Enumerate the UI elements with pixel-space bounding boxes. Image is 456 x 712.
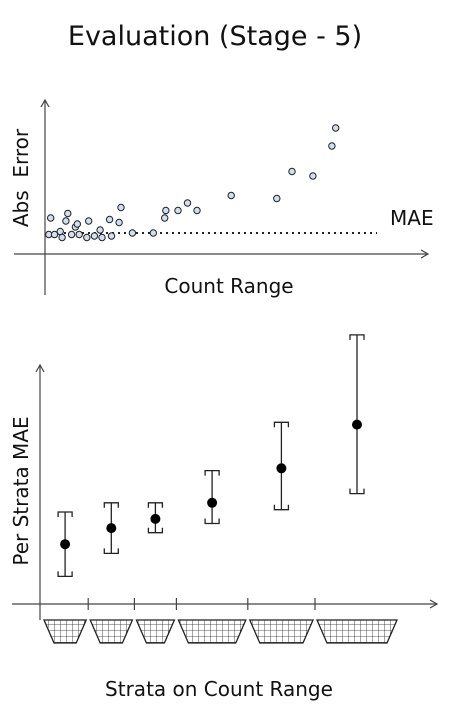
scatter-x-axis-label: Count Range [164,274,293,298]
scatter-point [128,229,137,237]
scatter-point [85,217,93,225]
strata-errorbar [349,334,365,495]
scatter-point [56,227,64,236]
scatter-point [58,233,66,242]
scatter-point [193,206,201,215]
scatter-point [73,220,82,228]
strata-y-arrow [35,363,45,373]
strata-bin [43,619,88,644]
scatter-point [62,217,70,225]
scatter-point [149,229,158,237]
strata-mae-point [150,513,161,524]
strata-bin [177,619,247,644]
strata-errorbar [147,502,164,534]
errorbar-lower-cap [103,548,119,555]
scatter-point [75,230,83,239]
scatter-x-arrow [420,249,430,259]
scatter-point [83,233,91,242]
strata-bin [89,619,134,644]
strata-mae-point [60,539,71,550]
scatter-point [288,167,296,176]
strata-bin [248,619,314,644]
strata-mae-point [106,523,117,534]
scatter-point [328,142,336,150]
errorbar-lower-cap [204,518,220,525]
strata-chart: Strata on Count Range Per Strata MAE [9,334,439,701]
scatter-point [50,230,59,239]
scatter-point [98,233,106,242]
strata-x-arrow [429,599,439,609]
scatter-point [162,206,170,215]
scatter-point [183,199,192,207]
strata-errorbar [204,469,220,525]
scatter-points [45,124,340,242]
errorbar-upper-cap [103,502,119,508]
strata-mae-point [207,497,218,508]
errorbar-upper-cap [273,421,290,428]
mae-label: MAE [390,206,434,230]
chart-title: Evaluation (Stage - 5) [68,21,362,52]
errorbar-upper-cap [57,511,73,517]
scatter-point [273,194,281,203]
strata-errorbars [57,334,365,578]
strata-bins [43,619,398,644]
strata-errorbar [57,511,73,578]
scatter-point [332,124,340,132]
scatter-point [115,218,123,227]
scatter-point [90,232,99,240]
scatter-point [67,230,76,239]
scatter-point [309,172,317,180]
scatter-point [117,203,125,212]
scatter-point [47,214,55,222]
strata-errorbar [273,421,290,511]
strata-bin [135,619,176,644]
errorbar-lower-cap [273,504,290,511]
strata-y-axis-label: Per Strata MAE [9,416,33,565]
strata-x-axis-label: Strata on Count Range [105,677,333,701]
scatter-point [96,226,104,234]
scatter-point [227,191,235,200]
scatter-point [105,215,114,224]
errorbar-upper-cap [147,502,164,508]
strata-errorbar [103,502,119,555]
scatter-point [107,232,116,240]
strata-mae-point [276,463,287,474]
strata-mae-point [352,419,362,430]
scatter-y-axis-label: Abs Error [9,128,33,227]
errorbar-lower-cap [147,527,164,534]
scatter-point [161,214,169,222]
scatter-chart: MAE Count Range Abs Error [9,98,434,298]
scatter-y-arrow [40,98,50,108]
errorbar-upper-cap [204,469,220,476]
errorbar-lower-cap [57,571,73,578]
strata-bin [316,619,398,644]
errorbar-lower-cap [349,488,365,495]
scatter-point [64,209,72,218]
strata-ticks [87,598,316,610]
scatter-point [174,206,182,215]
errorbar-upper-cap [349,334,365,340]
